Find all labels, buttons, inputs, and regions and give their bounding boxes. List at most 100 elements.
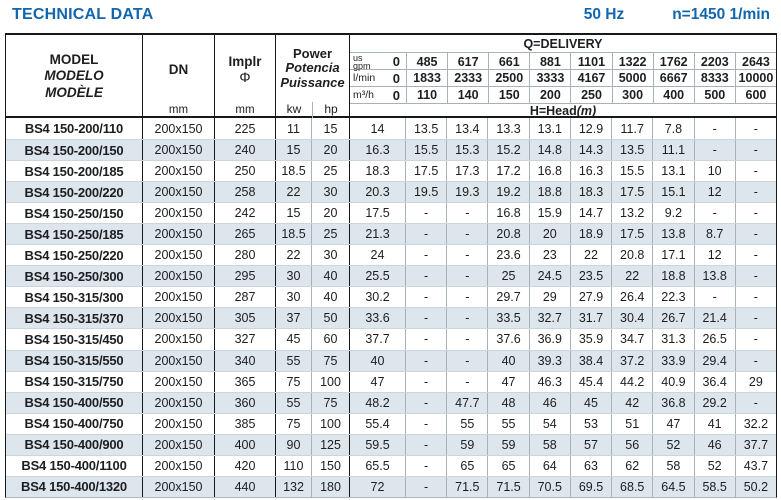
dn-cell: 200x150 bbox=[142, 245, 214, 266]
head-value-cell: - bbox=[405, 413, 446, 434]
hp-cell: 25 bbox=[311, 161, 349, 182]
head-value-cell: 11.1 bbox=[652, 140, 693, 161]
hp-cell: 180 bbox=[311, 476, 349, 497]
head-value-cell: 30.2 bbox=[349, 287, 405, 308]
head-value-cell: 23 bbox=[528, 245, 570, 266]
head-value-cell: 45 bbox=[569, 392, 611, 413]
impeller-column-header: Implr Φ mm bbox=[214, 35, 275, 118]
hp-cell: 30 bbox=[311, 245, 349, 266]
table-row: BS4 150-400/550 200x150 360 55 75 48.2-47.7 48… bbox=[6, 391, 776, 413]
head-value-cell: 12 bbox=[693, 182, 735, 203]
power-header-es: Potencia bbox=[285, 60, 340, 76]
kw-cell: 55 bbox=[275, 350, 311, 371]
model-cell: BS4 150-400/550 bbox=[24, 395, 124, 411]
table-row: BS4 150-200/110 200x150 225 11 15 14 13.5 13.4 1… bbox=[6, 118, 776, 140]
head-value-cell: 48.2 bbox=[349, 392, 405, 413]
head-value-cell: - bbox=[734, 329, 776, 350]
head-value-cell: - bbox=[693, 203, 735, 224]
head-value-cell: 21.3 bbox=[349, 224, 405, 245]
head-value-cell: 22 bbox=[611, 266, 652, 287]
impeller-diameter-symbol: Φ bbox=[239, 68, 251, 85]
head-value-cell: 37.2 bbox=[611, 350, 652, 371]
delivery-flow-value: 2643 bbox=[734, 53, 776, 70]
head-value-cell: 64.5 bbox=[652, 476, 693, 497]
hp-cell: 75 bbox=[311, 392, 349, 413]
head-value-cell: - bbox=[446, 203, 487, 224]
impeller-cell: 305 bbox=[214, 308, 275, 329]
head-value-cell: 25.5 bbox=[349, 266, 405, 287]
model-cell: BS4 150-200/110 bbox=[24, 121, 124, 137]
head-value-cell: - bbox=[734, 245, 776, 266]
delivery-flow-value: 3333 bbox=[529, 70, 570, 86]
head-value-cell: 48 bbox=[487, 392, 528, 413]
head-value-cell: - bbox=[446, 371, 487, 392]
kw-cell: 90 bbox=[275, 434, 311, 455]
model-cell: BS4 150-400/1320 bbox=[21, 479, 127, 495]
impeller-cell: 385 bbox=[214, 413, 275, 434]
head-value-cell: 24.5 bbox=[528, 266, 570, 287]
head-value-cell: 55 bbox=[446, 413, 487, 434]
head-value-cell: - bbox=[405, 392, 446, 413]
impeller-header-label: Implr bbox=[228, 53, 262, 69]
model-cell: BS4 150-250/300 bbox=[24, 268, 124, 284]
head-value-cell: 13.3 bbox=[487, 118, 528, 140]
head-value-cell: 10 bbox=[693, 161, 735, 182]
delivery-unit-stacked-label: us gpm bbox=[353, 53, 371, 71]
delivery-flow-value: 200 bbox=[529, 87, 570, 103]
impeller-cell: 240 bbox=[214, 140, 275, 161]
dn-cell: 200x150 bbox=[142, 392, 214, 413]
head-value-cell: - bbox=[405, 308, 446, 329]
head-value-cell: 24 bbox=[349, 245, 405, 266]
impeller-cell: 340 bbox=[214, 350, 275, 371]
dn-column-header: DN mm bbox=[142, 35, 214, 118]
head-value-cell: - bbox=[405, 245, 446, 266]
head-value-cell: 68.5 bbox=[611, 476, 652, 497]
dn-header-label: DN bbox=[168, 61, 189, 77]
hp-unit-label: hp bbox=[312, 102, 349, 118]
dn-unit-label: mm bbox=[168, 103, 189, 116]
head-value-cell: 18.8 bbox=[528, 182, 570, 203]
head-value-cell: 18.3 bbox=[569, 182, 611, 203]
dn-cell: 200x150 bbox=[142, 413, 214, 434]
kw-cell: 15 bbox=[275, 203, 311, 224]
delivery-flow-value: 485 bbox=[406, 53, 447, 70]
head-value-cell: 37.6 bbox=[487, 329, 528, 350]
head-value-cell: 39.3 bbox=[528, 350, 570, 371]
model-header-fr: MODÈLE bbox=[45, 84, 103, 100]
head-value-cell: 65.5 bbox=[349, 455, 405, 476]
hp-cell: 25 bbox=[311, 224, 349, 245]
kw-cell: 22 bbox=[275, 245, 311, 266]
hp-cell: 100 bbox=[311, 413, 349, 434]
head-value-cell: 16.8 bbox=[487, 203, 528, 224]
delivery-flow-value: 2500 bbox=[488, 70, 529, 86]
head-value-cell: - bbox=[734, 182, 776, 203]
head-value-cell: 52 bbox=[693, 455, 735, 476]
head-value-cell: 15.2 bbox=[487, 140, 528, 161]
head-value-cell: 8.7 bbox=[693, 224, 735, 245]
head-value-cell: 16.8 bbox=[528, 161, 570, 182]
head-value-cell: - bbox=[734, 287, 776, 308]
head-value-cell: 40 bbox=[487, 350, 528, 371]
head-value-cell: 45.4 bbox=[569, 371, 611, 392]
head-value-cell: 22 bbox=[569, 245, 611, 266]
head-value-cell: - bbox=[693, 118, 735, 140]
head-value-cell: 71.5 bbox=[446, 476, 487, 497]
head-value-cell: 15.5 bbox=[611, 161, 652, 182]
delivery-unit-text: m³/h bbox=[353, 89, 374, 101]
head-value-cell: 47 bbox=[652, 413, 693, 434]
head-value-cell: 31.7 bbox=[569, 308, 611, 329]
head-value-cell: 29.4 bbox=[693, 350, 735, 371]
head-value-cell: 14.3 bbox=[569, 140, 611, 161]
table-row: BS4 150-315/450 200x150 327 45 60 37.7- -37.6 3… bbox=[6, 328, 776, 350]
head-value-cell: - bbox=[405, 266, 446, 287]
head-value-cell: 19.2 bbox=[487, 182, 528, 203]
table-header: MODEL MODELO MODÈLE DN mm Implr Φ mm bbox=[6, 35, 776, 118]
delivery-flow-value: 8333 bbox=[693, 70, 735, 86]
head-value-cell: 14.8 bbox=[528, 140, 570, 161]
delivery-unit-row: l/min 0 1833 2333 2500 3333 4167 5000 6667 8333 10… bbox=[350, 69, 776, 86]
head-value-cell: - bbox=[734, 224, 776, 245]
head-value-cell: - bbox=[446, 287, 487, 308]
delivery-flow-value: 600 bbox=[734, 87, 776, 103]
impeller-cell: 365 bbox=[214, 371, 275, 392]
